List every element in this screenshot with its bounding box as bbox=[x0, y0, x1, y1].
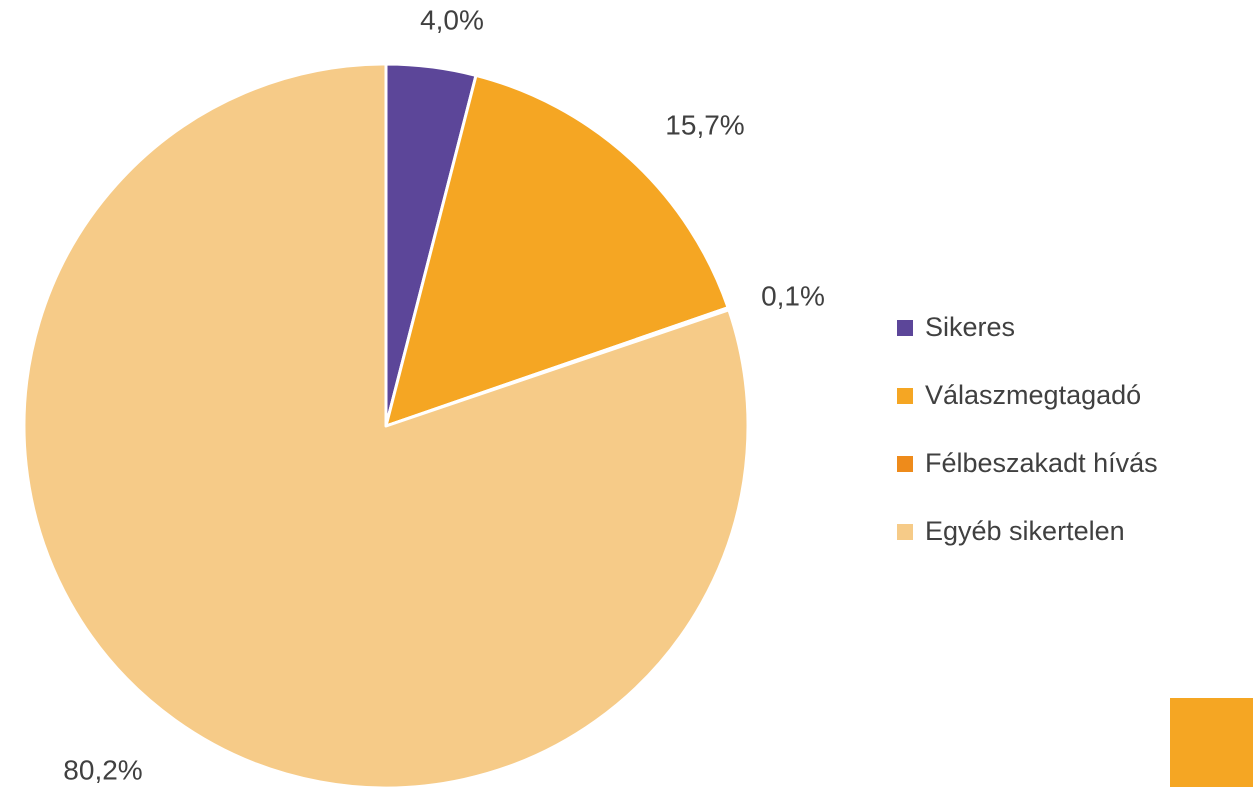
legend-swatch bbox=[897, 524, 913, 540]
legend-swatch bbox=[897, 388, 913, 404]
legend-label: Sikeres bbox=[925, 312, 1015, 342]
data-label: 0,1% bbox=[761, 280, 825, 311]
pie-slice bbox=[22, 62, 750, 787]
legend-swatch bbox=[897, 320, 913, 336]
legend-label: Félbeszakadt hívás bbox=[925, 448, 1158, 478]
legend-label: Egyéb sikertelen bbox=[925, 516, 1125, 546]
legend-swatch bbox=[897, 456, 913, 472]
legend-label: Válaszmegtagadó bbox=[925, 380, 1141, 410]
pie-slice bbox=[384, 73, 730, 428]
data-label: 15,7% bbox=[665, 109, 744, 140]
data-label: 4,0% bbox=[420, 4, 484, 35]
decoration bbox=[1170, 698, 1253, 787]
data-label: 80,2% bbox=[63, 754, 142, 785]
